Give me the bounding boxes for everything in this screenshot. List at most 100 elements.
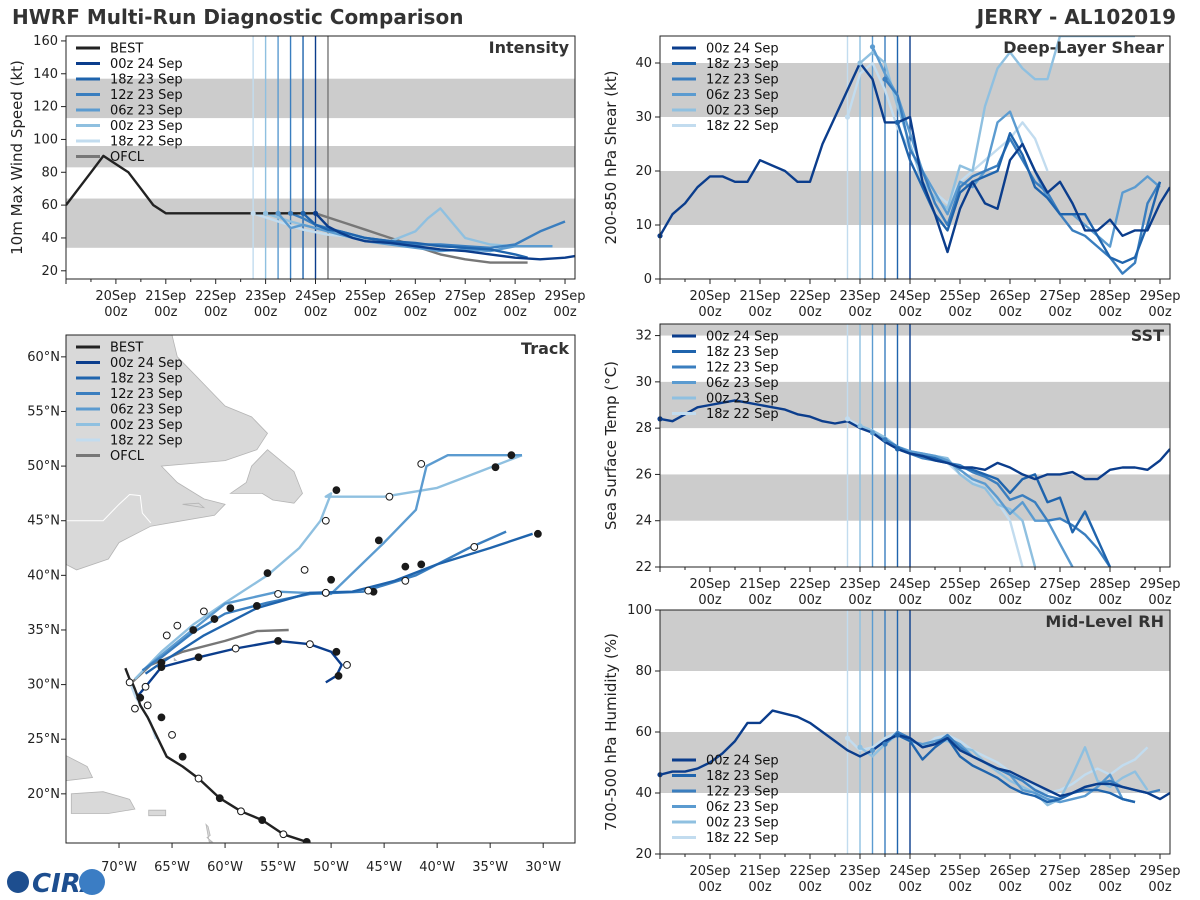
shear-xtick-hour: 00z xyxy=(748,305,772,320)
intensity-xtick-date: 29Sep xyxy=(544,289,585,304)
intensity-legend-label: OFCL xyxy=(110,150,145,165)
shear-init-point-00z-23-Sep xyxy=(857,60,863,66)
track-point-00z-24-Sep xyxy=(231,644,240,653)
shear-init-point-18z-23-Sep xyxy=(894,119,901,125)
shear-xtick-date: 28Sep xyxy=(1089,289,1130,304)
track-lon-label: 50°W xyxy=(313,860,349,875)
track-point-18z-22-Sep xyxy=(131,704,139,713)
track-point-BEST xyxy=(143,701,152,710)
rh-xtick-hour: 00z xyxy=(998,880,1022,895)
shear-series-12z-23-Sep xyxy=(884,78,1162,275)
land-3 xyxy=(66,755,94,782)
rh-xtick-hour: 00z xyxy=(798,880,822,895)
track-point-18z-23-Sep xyxy=(210,615,219,623)
rh-xtick-hour: 00z xyxy=(948,880,972,895)
shear-xtick-date: 20Sep xyxy=(689,289,730,304)
track-point-12z-23-Sep xyxy=(401,562,410,571)
shear-xtick-hour: 00z xyxy=(848,305,872,320)
shear-title: Deep-Layer Shear xyxy=(1003,38,1164,57)
rh-xtick-date: 28Sep xyxy=(1089,864,1130,879)
intensity-legend-label: 18z 23 Sep xyxy=(110,73,183,88)
cira-logo: CIRA xyxy=(7,869,105,899)
sst-series-00z-24-Sep xyxy=(660,399,1170,481)
shear-xtick-hour: 00z xyxy=(898,305,922,320)
sst-legend-label: 06z 23 Sep xyxy=(706,376,779,391)
shear-series-00z-24-Sep xyxy=(660,61,1170,254)
track-map-group xyxy=(66,335,575,843)
sst-ytick-label: 22 xyxy=(635,560,652,575)
rh-xtick-date: 25Sep xyxy=(939,864,980,879)
shear-legend-label: 06z 23 Sep xyxy=(706,88,779,103)
sst-legend-label: 12z 23 Sep xyxy=(706,361,779,376)
intensity-init-point-00z-24-Sep xyxy=(312,210,319,216)
intensity-series-group xyxy=(66,154,575,264)
sst-band-2 xyxy=(660,324,1170,336)
intensity-ytick-label: 60 xyxy=(41,198,58,213)
track-point-18z-23-Sep xyxy=(401,576,410,585)
intensity-legend-label: 06z 23 Sep xyxy=(110,104,183,119)
land-2 xyxy=(182,502,206,509)
rh-xtick-date: 27Sep xyxy=(1039,864,1080,879)
intensity-init-point-18z-23-Sep xyxy=(300,210,306,216)
track-lat-label: 60°N xyxy=(27,350,60,365)
rh-ytick-label: 80 xyxy=(635,664,652,679)
shear-legend-label: 12z 23 Sep xyxy=(706,73,779,88)
track-point-18z-23-Sep xyxy=(470,543,479,551)
track-point-BEST xyxy=(178,752,187,761)
sst-init-point-12z-23-Sep xyxy=(882,437,888,443)
land-6 xyxy=(205,823,214,843)
track-lon-label: 45°W xyxy=(366,860,402,875)
track-lon-label: 60°W xyxy=(207,860,243,875)
intensity-ytick-label: 40 xyxy=(41,231,58,246)
intensity-xtick-hour: 00z xyxy=(154,305,178,320)
track-point-BEST xyxy=(258,816,267,824)
track-lon-label: 70°W xyxy=(101,860,137,875)
track-point-18z-23-Sep xyxy=(533,529,542,538)
shear-init-point-12z-23-Sep xyxy=(882,76,888,82)
rh-ytick-label: 20 xyxy=(635,847,652,862)
sst-series-12z-23-Sep xyxy=(884,438,1111,567)
sst-ytick-label: 32 xyxy=(635,329,652,344)
sst-xtick-date: 25Sep xyxy=(939,577,980,592)
track-point-18z-23-Sep xyxy=(417,560,426,569)
shear-xtick-date: 25Sep xyxy=(939,289,980,304)
sst-xtick-date: 28Sep xyxy=(1089,577,1130,592)
track-point-06z-23-Sep xyxy=(491,463,500,472)
track-point-BEST xyxy=(194,774,203,783)
sst-series-06z-23-Sep xyxy=(871,431,1074,567)
track-point-00z-24-Sep xyxy=(334,671,343,680)
intensity-init-point-18z-22-Sep xyxy=(250,210,256,216)
intensity-series-00z-24-Sep xyxy=(314,212,575,261)
sst-xtick-hour: 00z xyxy=(898,593,922,608)
rh-init-point-18z-23-Sep xyxy=(894,732,901,738)
shear-xtick-date: 24Sep xyxy=(889,289,930,304)
intensity-title: Intensity xyxy=(489,38,570,57)
track-point-06z-23-Sep xyxy=(374,536,383,545)
shear-ytick-label: 20 xyxy=(635,164,652,179)
track-lat-label: 30°N xyxy=(27,678,60,693)
track-point-06z-23-Sep xyxy=(162,631,171,640)
track-point-BEST xyxy=(136,693,145,702)
track-point-00z-24-Sep xyxy=(332,647,341,656)
shear-panel: 01020304020Sep00z21Sep00z22Sep00z23Sep00… xyxy=(602,35,1181,320)
rh-xtick-date: 22Sep xyxy=(789,864,830,879)
rh-xtick-hour: 00z xyxy=(1148,880,1172,895)
intensity-band-0 xyxy=(66,198,575,248)
shear-y-axis-label: 200-850 hPa Shear (kt) xyxy=(602,71,620,245)
intensity-xtick-hour: 00z xyxy=(404,305,428,320)
rh-xtick-hour: 00z xyxy=(748,880,772,895)
intensity-xtick-hour: 00z xyxy=(254,305,278,320)
track-point-BEST xyxy=(168,730,176,739)
shear-xtick-date: 29Sep xyxy=(1139,289,1180,304)
track-point-BEST xyxy=(279,830,288,839)
shear-series-group xyxy=(660,36,1170,275)
intensity-xtick-hour: 00z xyxy=(503,305,527,320)
shear-xtick-hour: 00z xyxy=(1048,305,1072,320)
rh-series-18z-23-Sep xyxy=(896,733,1136,804)
track-lon-label: 40°W xyxy=(419,860,455,875)
rh-legend-label: 06z 23 Sep xyxy=(706,800,779,815)
shear-init-point-18z-22-Sep xyxy=(844,114,851,120)
intensity-legend-label: 00z 23 Sep xyxy=(110,119,183,134)
track-legend-label: 00z 24 Sep xyxy=(110,356,183,371)
shear-xtick-hour: 00z xyxy=(1148,305,1172,320)
